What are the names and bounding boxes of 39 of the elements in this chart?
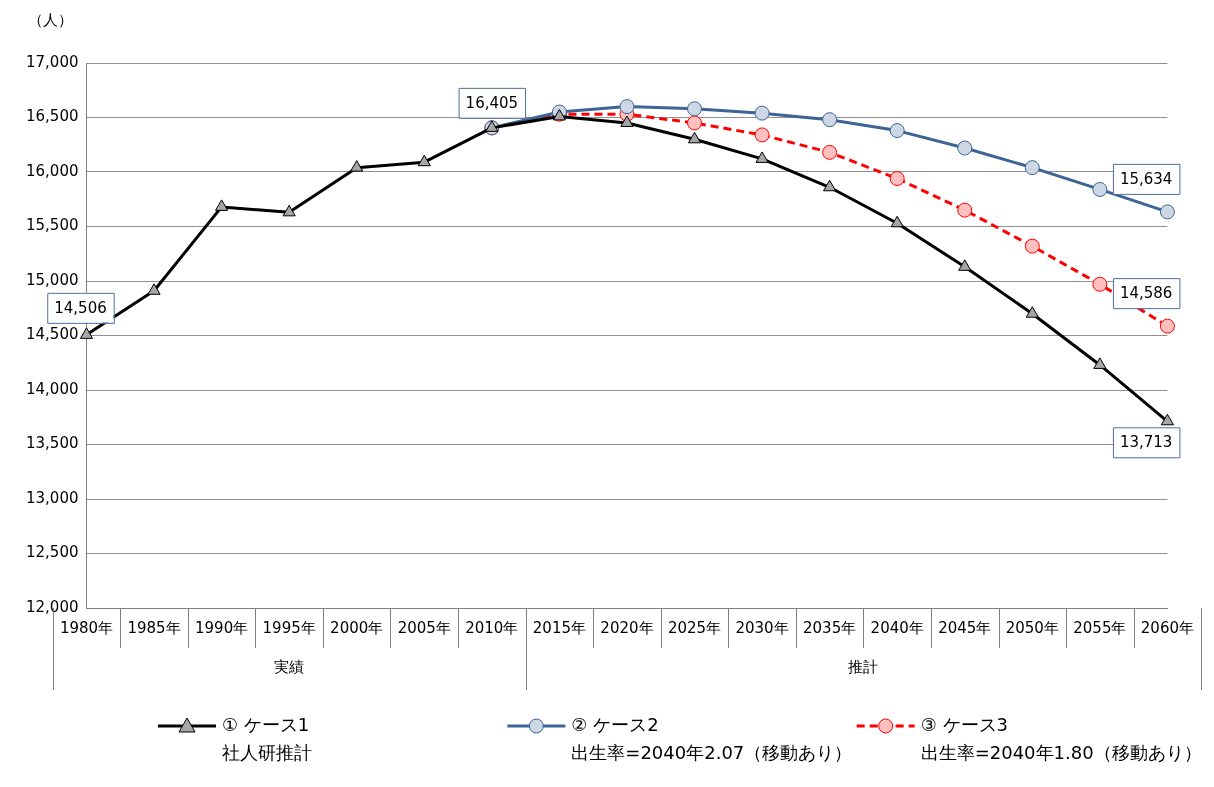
y-tick-label: 12,000: [25, 597, 79, 616]
y-tick-label: 15,000: [25, 270, 79, 289]
x-tick-label: 2040年: [870, 618, 924, 637]
x-tick-label: 1980年: [59, 618, 114, 637]
x-tick-label: 2055年: [1073, 618, 1127, 637]
data-label: 13,713: [1119, 433, 1173, 452]
legend-label: ② ケース2 出生率=2040年2.07（移動あり）: [571, 713, 853, 763]
y-axis-title: （人）: [28, 11, 73, 30]
data-label: 16,405: [465, 93, 519, 112]
x-tick-label: 2005年: [397, 618, 451, 637]
y-tick-label: 13,500: [25, 434, 79, 453]
x-tick-label: 2035年: [803, 618, 857, 637]
y-tick-label: 16,500: [25, 107, 79, 126]
y-tick-label: 13,000: [25, 488, 79, 507]
x-tick-label: 1985年: [127, 618, 181, 637]
x-tick-label: 1995年: [262, 618, 316, 637]
y-tick-label: 15,500: [25, 216, 79, 235]
y-tick-label: 17,000: [25, 52, 79, 71]
legend-label: ③ ケース3 出生率=2040年1.80（移動あり）: [920, 713, 1202, 763]
x-tick-label: 2010年: [465, 618, 519, 637]
x-tick-label: 2015年: [532, 618, 586, 637]
x-tick-label: 2030年: [735, 618, 789, 637]
x-tick-label: 1990年: [195, 618, 249, 637]
text: 実績: [274, 657, 305, 676]
y-tick-label: 14,000: [25, 379, 79, 398]
text: 推計: [848, 657, 879, 676]
x-tick-label: 2045年: [938, 618, 992, 637]
x-tick-label: 2050年: [1005, 618, 1059, 637]
data-label: 15,634: [1119, 169, 1173, 188]
x-tick-label: 2025年: [667, 618, 722, 637]
legend-label: ① ケース1 社人研推計: [222, 713, 312, 763]
y-tick-label: 16,000: [25, 161, 79, 180]
x-tick-label: 2000年: [330, 618, 384, 637]
y-tick-label: 14,500: [25, 325, 79, 344]
data-label: 14,586: [1119, 284, 1173, 303]
y-tick-label: 12,500: [25, 543, 79, 562]
x-tick-label: 2060年: [1140, 618, 1195, 637]
x-tick-label: 2020年: [600, 618, 654, 637]
data-label: 14,506: [54, 298, 107, 317]
